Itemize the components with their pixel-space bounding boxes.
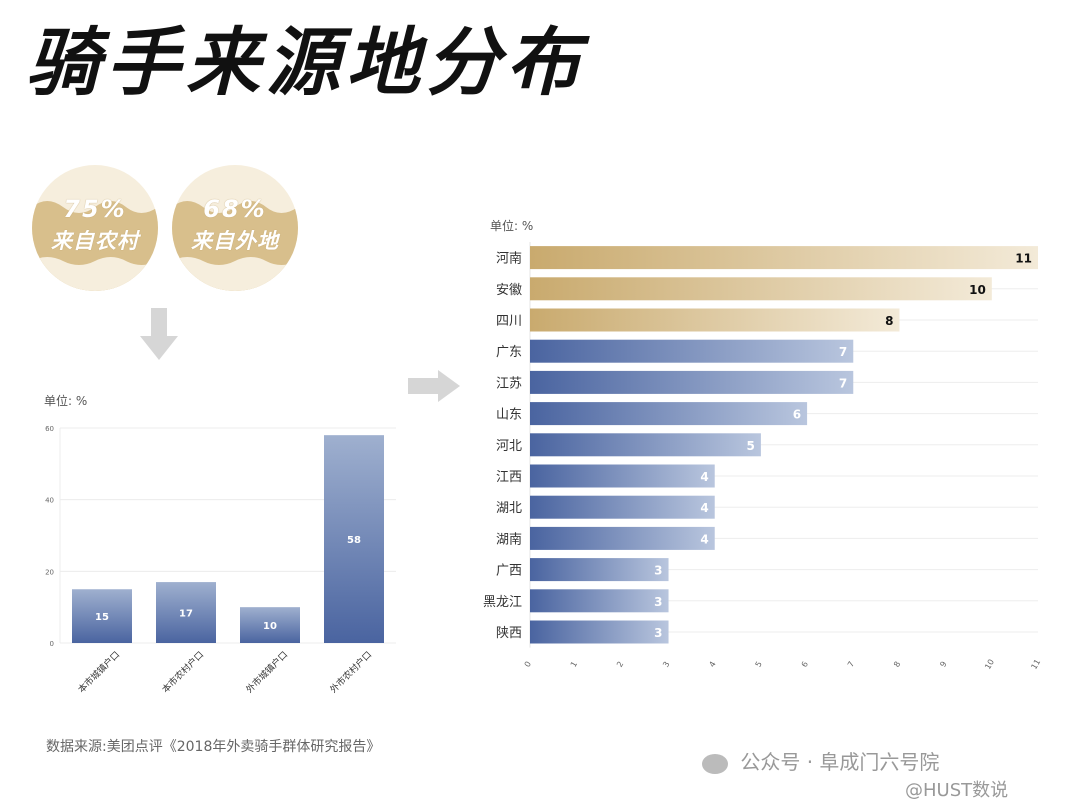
left-bar (240, 607, 300, 643)
right-bar-value-label: 5 (747, 439, 755, 453)
right-category-label: 山东 (496, 408, 522, 423)
left-y-tick-label: 40 (45, 497, 54, 505)
right-bar (530, 464, 715, 488)
right-category-label: 江西 (496, 470, 522, 485)
right-bar-value-label: 8 (885, 314, 893, 328)
left-bar (156, 582, 216, 643)
watermark-line1: 公众号 · 阜成门六号院 (702, 746, 939, 775)
right-bar (530, 558, 669, 582)
right-bar (530, 402, 808, 426)
right-category-label: 湖北 (496, 501, 522, 516)
right-bar-value-label: 3 (654, 595, 662, 609)
left-category-label: 本市农村户口 (159, 649, 206, 696)
right-bar (530, 433, 761, 457)
right-x-tick-label: 4 (707, 660, 717, 669)
badge-rural: 75% 来自农村 (32, 165, 158, 291)
right-category-label: 江苏 (496, 375, 522, 391)
right-category-label: 黑龙江 (483, 595, 522, 610)
right-bar-value-label: 4 (700, 470, 708, 484)
right-category-label: 湖南 (496, 531, 522, 547)
right-bar (530, 589, 669, 613)
left-bar (72, 589, 132, 643)
right-x-tick-label: 6 (800, 660, 810, 669)
right-bar-value-label: 3 (654, 626, 662, 640)
right-x-tick-label: 8 (892, 660, 902, 669)
right-x-tick-label: 5 (754, 660, 764, 669)
badge-percent: 68% (203, 195, 267, 223)
arrow-down-icon (140, 308, 178, 360)
left-bar-value-label: 15 (95, 612, 109, 623)
right-category-label: 广东 (496, 345, 522, 360)
right-category-label: 安徽 (496, 283, 522, 298)
left-bar-chart: 0 20 40 60 15 本市城镇户口 17 本市农村户口 10 外市城镇户口 58 外市农村户口 (45, 425, 396, 696)
right-category-label: 广西 (496, 564, 522, 579)
page-title: 骑手来源地分布 (26, 20, 586, 106)
right-bar-value-label: 6 (793, 408, 801, 422)
right-bar (530, 526, 715, 550)
wechat-icon (702, 753, 728, 774)
right-bar-value-label: 4 (700, 501, 708, 515)
right-category-label: 四川 (496, 314, 522, 329)
right-bar (530, 277, 992, 301)
right-x-tick-label: 9 (938, 660, 948, 669)
badge-label: 来自农村 (51, 229, 139, 253)
left-unit-label: 单位: % (44, 394, 88, 408)
left-category-label: 外市农村户口 (327, 649, 374, 696)
left-bar-value-label: 58 (347, 535, 361, 546)
right-bar-value-label: 11 (1015, 252, 1032, 266)
left-bar-value-label: 17 (179, 609, 193, 620)
right-x-tick-label: 0 (523, 660, 533, 669)
left-category-label: 外市城镇户口 (243, 649, 290, 696)
badge-percent: 75% (63, 195, 127, 223)
left-y-tick-label: 0 (50, 640, 54, 648)
right-x-tick-label: 1 (569, 660, 579, 669)
right-x-tick-label: 10 (983, 658, 996, 671)
right-bar-value-label: 7 (839, 376, 847, 390)
left-y-tick-label: 60 (45, 425, 54, 433)
badge-wave-icon (172, 201, 298, 291)
right-bar (530, 339, 854, 363)
right-unit-label: 单位: % (490, 219, 534, 233)
data-source: 数据来源:美团点评《2018年外卖骑手群体研究报告》 (46, 739, 381, 755)
left-category-label: 本市城镇户口 (75, 649, 122, 696)
badge-outside: 68% 来自外地 (172, 165, 298, 291)
right-bar (530, 620, 669, 644)
right-bar-value-label: 7 (839, 345, 847, 359)
badge-label: 来自外地 (191, 229, 279, 253)
right-bar-value-label: 10 (969, 283, 986, 297)
right-x-tick-label: 7 (846, 660, 856, 669)
left-bar (324, 435, 384, 643)
right-category-label: 河南 (496, 251, 522, 267)
badge-wave-icon (32, 201, 158, 291)
watermark-line2: @HUST数说 (905, 780, 1009, 801)
right-x-tick-label: 2 (615, 660, 625, 669)
right-category-label: 河北 (496, 439, 522, 454)
right-bar (530, 370, 854, 394)
left-y-tick-label: 20 (45, 568, 54, 576)
right-bar-value-label: 3 (654, 564, 662, 578)
right-x-tick-label: 11 (1029, 658, 1042, 671)
arrow-right-icon (408, 370, 460, 402)
right-bar-value-label: 4 (700, 532, 708, 546)
right-category-label: 陕西 (496, 626, 522, 641)
watermark-account: 公众号 · 阜成门六号院 (740, 750, 940, 774)
right-x-tick-label: 3 (661, 660, 671, 669)
right-bar (530, 495, 715, 519)
right-bar (530, 308, 900, 332)
right-bar (530, 246, 1038, 270)
left-bar-value-label: 10 (263, 621, 277, 632)
